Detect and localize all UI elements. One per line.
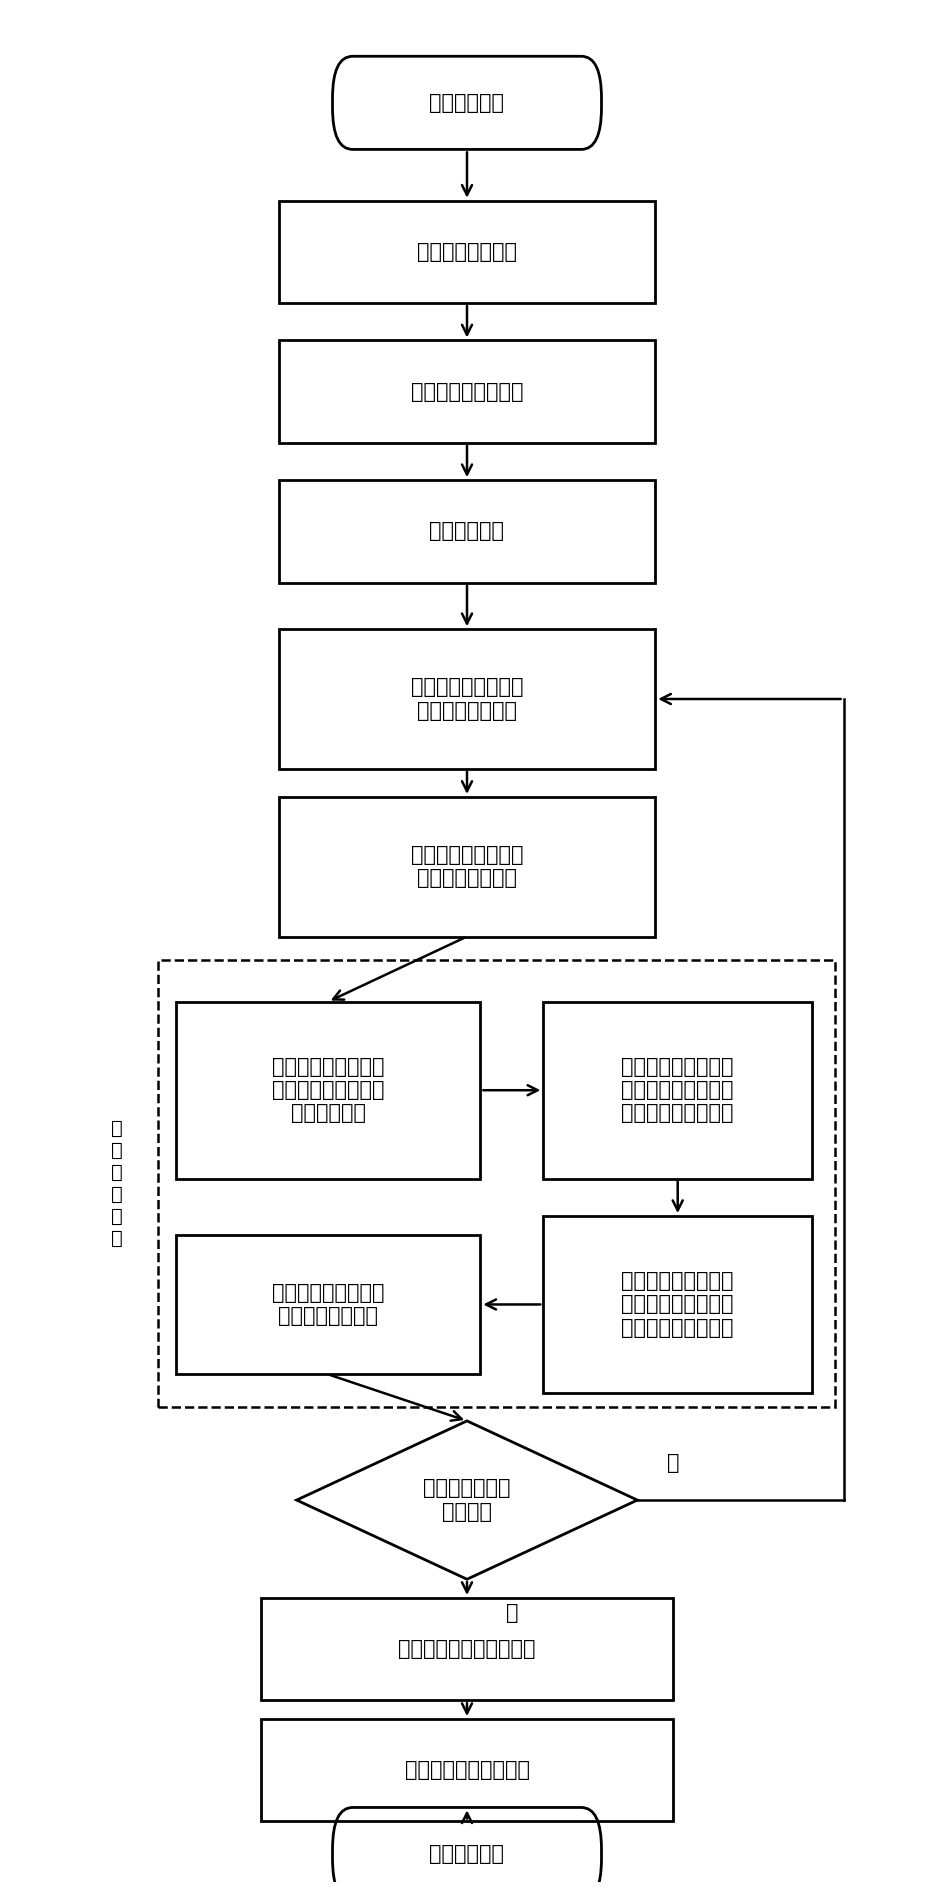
- Text: 测量流程开始: 测量流程开始: [430, 93, 504, 112]
- Text: 测量路径规划: 测量路径规划: [430, 521, 504, 542]
- Text: 立体视觉测量设备同
时测量跟踪靶标和定
位靶标的坐标: 立体视觉测量设备同 时测量跟踪靶标和定 位靶标的坐标: [272, 1057, 384, 1123]
- Text: 融合得到当前站位扫
描点云的位姿数据: 融合得到当前站位扫 描点云的位姿数据: [272, 1283, 384, 1327]
- Text: 测量定位是否已
全部遍历: 测量定位是否已 全部遍历: [423, 1479, 511, 1521]
- Text: 结构光三维扫描设备
单站扫描点云数据: 结构光三维扫描设备 单站扫描点云数据: [411, 846, 523, 888]
- Text: 移动平台和机器人运
动到下一测量点位: 移动平台和机器人运 动到下一测量点位: [411, 677, 523, 720]
- Text: 点
云
位
姿
获
取: 点 云 位 姿 获 取: [111, 1120, 123, 1247]
- Text: 是: 是: [505, 1603, 518, 1623]
- Text: 多站位测量点云数据对齐: 多站位测量点云数据对齐: [398, 1639, 536, 1660]
- Text: 测量流程结束: 测量流程结束: [430, 1844, 504, 1865]
- Text: 结合定位靶标的标定
数据计算视觉坐标系
在全局坐标系下位姿: 结合定位靶标的标定 数据计算视觉坐标系 在全局坐标系下位姿: [621, 1272, 734, 1338]
- Text: 地面定位靶标标定: 地面定位靶标标定: [417, 241, 517, 262]
- Text: 否: 否: [667, 1452, 679, 1473]
- Text: 结合机器人手眼标定
数据计算扫描坐标系
在视觉坐标系下位姿: 结合机器人手眼标定 数据计算扫描坐标系 在视觉坐标系下位姿: [621, 1057, 734, 1123]
- Text: 机器人手眼关系标定: 机器人手眼关系标定: [411, 382, 523, 401]
- Text: 被测对象完整点云数据: 被测对象完整点云数据: [404, 1760, 530, 1779]
